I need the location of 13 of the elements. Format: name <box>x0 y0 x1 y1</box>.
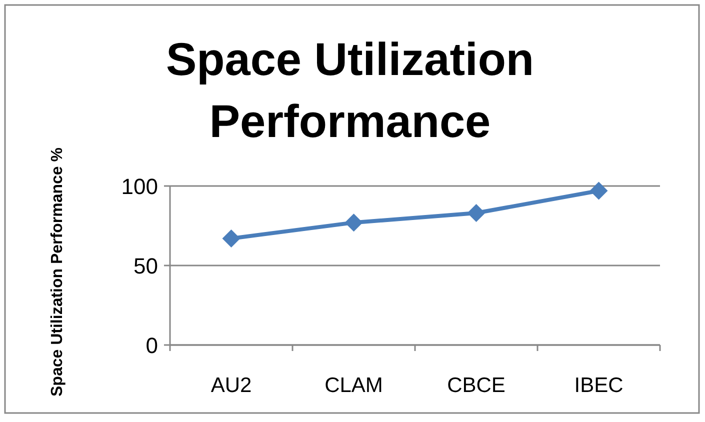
chart-title: Space Utilization Performance <box>166 33 534 147</box>
x-tick-label: AU2 <box>210 374 252 397</box>
x-tick-label: CLAM <box>324 374 383 397</box>
y-tick-label: 0 <box>146 333 158 358</box>
x-tick-label: CBCE <box>447 374 506 397</box>
y-tick-label: 50 <box>134 254 158 278</box>
x-tick-label: IBEC <box>574 374 624 397</box>
point <box>467 204 486 222</box>
point <box>344 214 363 232</box>
point <box>222 229 240 248</box>
y-axis-title: Space Utilization Performance % <box>49 148 66 396</box>
y-tick-label: 100 <box>121 174 158 199</box>
point <box>590 182 608 200</box>
